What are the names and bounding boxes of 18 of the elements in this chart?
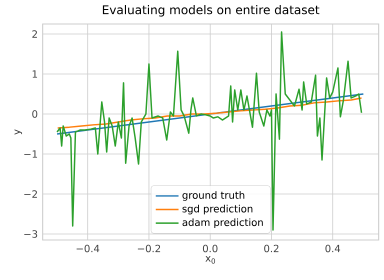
x-axis-title: x$_{0}$	[205, 256, 216, 264]
legend-label: adam prediction	[182, 218, 263, 228]
x-tick-label: 0.0	[202, 244, 218, 252]
y-tick-label: 0	[32, 110, 38, 118]
x-tick-label: −0.2	[138, 244, 160, 252]
x-tick-label: 0.4	[325, 244, 340, 252]
x-tick-label: −0.4	[76, 244, 100, 252]
y-axis-title: y	[14, 129, 22, 135]
x-tick-label: 0.2	[264, 244, 278, 252]
line-series	[56, 97, 362, 129]
legend-label: sgd prediction	[182, 204, 252, 214]
legend-label: ground truth	[182, 191, 244, 201]
chart-title: Evaluating models on entire dataset	[102, 5, 320, 17]
y-tick-label: −1	[24, 150, 38, 158]
y-tick-label: −3	[24, 230, 38, 238]
y-tick-label: 2	[32, 30, 37, 38]
y-tick-label: 1	[32, 70, 38, 78]
y-tick-label: −2	[24, 190, 37, 198]
